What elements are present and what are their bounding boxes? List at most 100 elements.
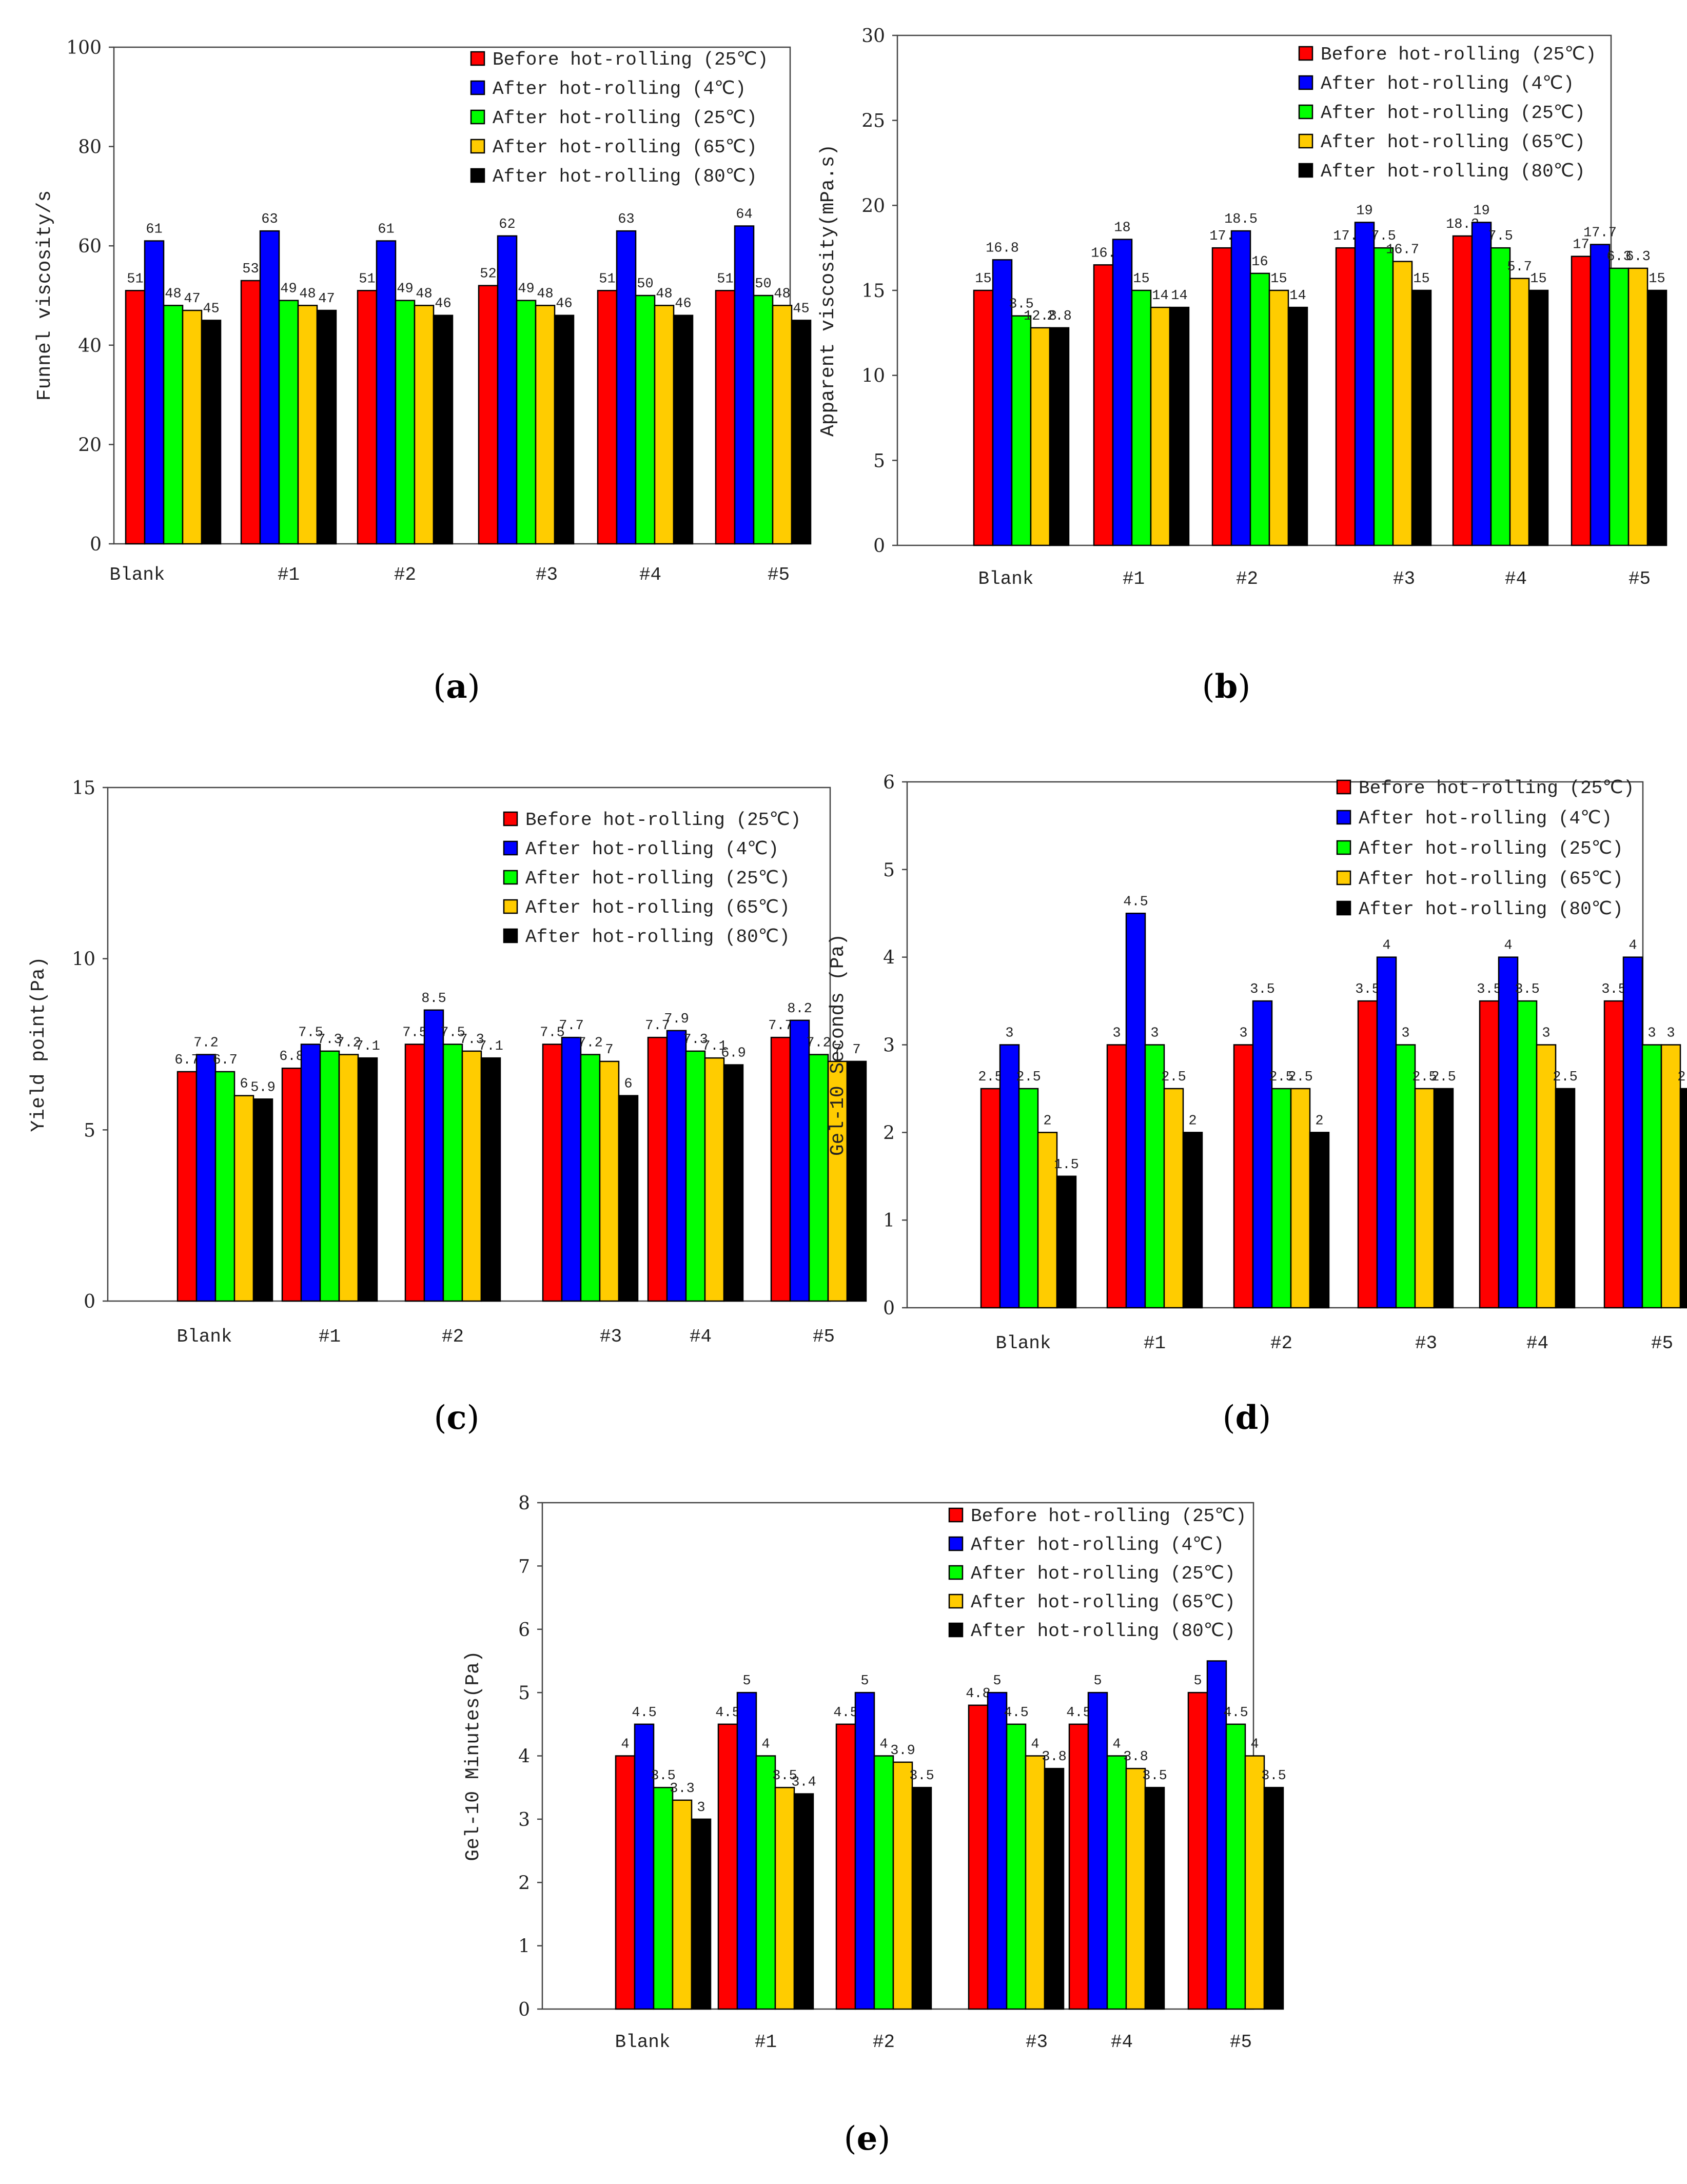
bar-a-s4-n1 <box>316 309 337 545</box>
bar-a-s0-n1 <box>240 280 261 545</box>
bar-d-s1-n4 <box>1498 956 1519 1309</box>
data-label: 16 <box>1251 254 1268 270</box>
panel-label: (c) <box>434 1399 480 1437</box>
legend-swatch <box>948 1593 964 1609</box>
data-label: 64 <box>736 207 752 222</box>
bar-e-s3-n5 <box>1244 1755 1265 2010</box>
data-label: 49 <box>397 282 413 297</box>
x-tick-label: #5 <box>1629 568 1651 589</box>
bar-e-s4-n2 <box>911 1786 932 2010</box>
bar-c-s3-n3 <box>599 1060 620 1302</box>
bar-a-s2-n4 <box>635 294 656 545</box>
data-label: 7.1 <box>355 1039 380 1054</box>
y-tick-label: 25 <box>861 111 885 132</box>
y-tick-label: 60 <box>78 236 102 257</box>
legend-swatch <box>948 1622 964 1638</box>
data-label: 7.3 <box>683 1032 708 1048</box>
bar-a-s3-n2 <box>414 305 435 545</box>
data-label: 6 <box>624 1077 632 1092</box>
bar-c-s3-n5 <box>827 1060 848 1302</box>
x-tick-label: #4 <box>1505 568 1527 589</box>
bar-d-s4-n2 <box>1309 1132 1330 1309</box>
legend-swatch <box>948 1507 964 1523</box>
bar-a-s3-Blank <box>182 309 203 545</box>
bar-d-s2-n5 <box>1641 1044 1662 1309</box>
bar-e-s1-n1 <box>736 1691 757 2010</box>
legend-label: After hot-rolling (65℃) <box>1359 869 1623 890</box>
bar-a-s3-n4 <box>654 305 675 545</box>
legend-swatch <box>470 139 485 154</box>
legend-swatch <box>503 870 518 885</box>
data-label: 3.8 <box>1042 1749 1067 1765</box>
data-label: 3 <box>1647 1026 1656 1041</box>
data-label: 6.7 <box>212 1053 238 1068</box>
data-label: 2.5 <box>1677 1070 1687 1085</box>
data-label: 15 <box>1413 271 1429 287</box>
bar-e-s0-n3 <box>968 1704 989 2010</box>
data-label: 7.3 <box>317 1032 342 1048</box>
x-tick-label: #4 <box>690 1326 712 1347</box>
bar-b-s2-n5 <box>1608 267 1630 546</box>
data-label: 15 <box>1649 271 1665 287</box>
bar-a-s4-n5 <box>791 320 812 545</box>
data-label: 4.5 <box>1066 1705 1091 1721</box>
data-label: 7.5 <box>1488 229 1513 244</box>
data-label: 49 <box>518 282 534 297</box>
y-tick-label: 3 <box>883 1035 895 1056</box>
data-label: 49 <box>280 282 297 297</box>
x-tick-label: #4 <box>1111 2032 1133 2053</box>
data-label: 2.5 <box>1269 1070 1294 1085</box>
data-label: 7.2 <box>578 1036 603 1051</box>
data-label: 48 <box>774 286 790 302</box>
data-label: 7 <box>833 1042 841 1058</box>
chart-a: 0 20 40 60 80 100 Funnel viscosity/s 51 53 51 52 51… <box>34 37 812 706</box>
legend-label: After hot-rolling (80℃) <box>525 927 790 948</box>
data-label: 19 <box>1356 203 1372 219</box>
data-label: 6 <box>240 1077 248 1092</box>
legend-label: After hot-rolling (65℃) <box>971 1592 1235 1613</box>
bar-e-s1-n2 <box>854 1691 875 2010</box>
data-label: 15 <box>1270 271 1287 287</box>
bar-b-s4-n5 <box>1646 289 1668 546</box>
data-label: 51 <box>599 271 615 287</box>
bar-c-s3-n4 <box>704 1057 725 1302</box>
legend-swatch <box>503 811 518 827</box>
data-label: 3 <box>1401 1026 1409 1041</box>
data-label: 7.2 <box>193 1036 219 1051</box>
data-label: 50 <box>637 277 653 292</box>
bar-b-s2-n1 <box>1131 289 1152 546</box>
data-label: 45 <box>203 301 219 317</box>
x-tick-label: #1 <box>755 2032 777 2053</box>
bar-d-s3-n2 <box>1290 1088 1311 1309</box>
legend-swatch <box>470 168 485 183</box>
data-label: 7.2 <box>336 1036 361 1051</box>
x-tick-label: #4 <box>1526 1333 1548 1354</box>
y-tick-label: 0 <box>90 534 102 555</box>
data-label: 3.5 <box>1355 982 1380 997</box>
data-label: 47 <box>318 291 335 307</box>
bar-b-s3-n2 <box>1268 289 1289 546</box>
data-label: 16.7 <box>1386 243 1419 258</box>
y-tick-label: 100 <box>66 37 102 58</box>
data-label: 3.5 <box>1250 982 1275 997</box>
legend-label: After hot-rolling (4℃) <box>493 78 746 100</box>
legend-label: After hot-rolling (80℃) <box>1359 899 1623 920</box>
data-label: 15 <box>1530 271 1546 287</box>
bar-b-s1-n3 <box>1354 222 1375 546</box>
legend-label: After hot-rolling (4℃) <box>525 839 779 860</box>
legend-label: Before hot-rolling (25℃) <box>1359 778 1634 799</box>
bar-e-s2-n3 <box>1006 1723 1027 2010</box>
legend-label: Before hot-rolling (25℃) <box>525 810 801 831</box>
x-tick-label: #4 <box>639 564 661 585</box>
data-label: 16.8 <box>986 241 1019 256</box>
bar-b-s4-Blank <box>1049 327 1070 546</box>
bar-c-s0-Blank <box>176 1071 198 1302</box>
data-label: 6.8 <box>279 1049 304 1065</box>
panel-label: (e) <box>844 2119 891 2158</box>
x-tick-label: #5 <box>1230 2032 1252 2053</box>
bar-c-s4-n5 <box>846 1060 867 1302</box>
data-label: 46 <box>435 297 451 312</box>
bar-c-s2-n5 <box>808 1054 829 1302</box>
bar-e-s1-n3 <box>987 1691 1008 2010</box>
